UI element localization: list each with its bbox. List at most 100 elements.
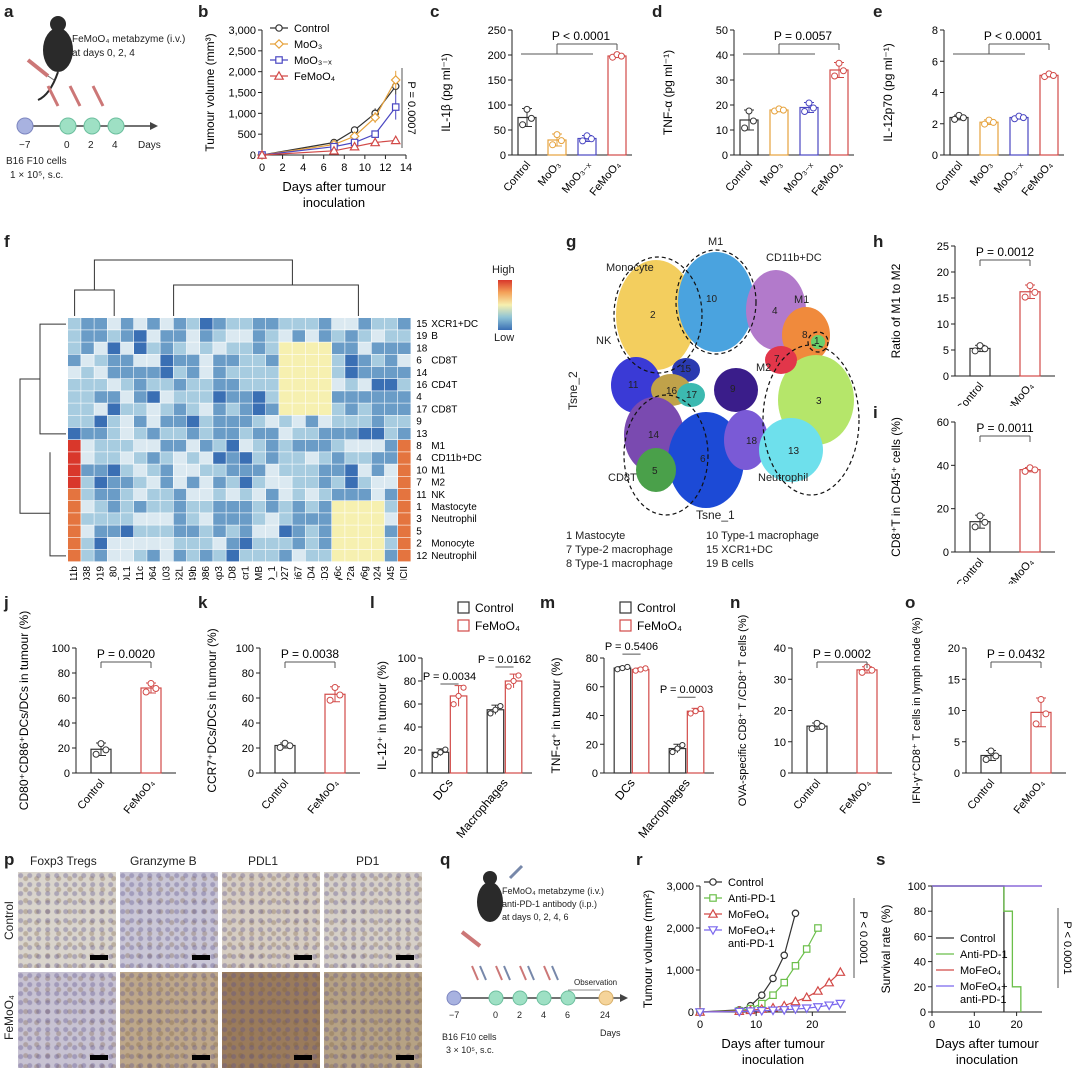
heatmap-cell: [358, 537, 371, 550]
y-tick-label: 50: [494, 125, 506, 137]
data-point: [92, 750, 100, 758]
heatmap-cell: [107, 415, 121, 428]
heatmap-cell: [305, 379, 319, 391]
cluster-number-label: 17: [686, 390, 698, 401]
heatmap-cell: [398, 403, 411, 415]
cluster-number-label: 7: [774, 354, 780, 365]
heatmap-cell: [147, 476, 160, 489]
heatmap-cell: [134, 549, 147, 562]
heatmap-cell: [332, 391, 345, 403]
cluster-number-label: 18: [746, 436, 758, 447]
heatmap-cell: [384, 330, 398, 342]
heatmap-cell: [384, 354, 398, 367]
heatmap-cell: [279, 403, 292, 415]
panel-label-p: p: [4, 850, 15, 869]
heatmap-cell: [305, 488, 319, 501]
heatmap-cell: [239, 501, 253, 513]
heatmap-cell: [292, 330, 305, 342]
row-group-label: NK: [431, 490, 445, 501]
heatmap-cell: [358, 403, 371, 415]
data-point: [256, 149, 268, 159]
heatmap-cell: [147, 525, 160, 537]
data-point: [749, 117, 757, 125]
heatmap-cell: [384, 537, 398, 550]
heatmap-cell: [213, 403, 226, 415]
heatmap-cell: [200, 537, 213, 550]
column-label: PD_1: [267, 566, 278, 580]
heatmap-cell: [318, 501, 332, 513]
heatmap-cell: [200, 379, 213, 391]
cluster-17: [714, 368, 758, 412]
p-value-label: P = 0.0011: [976, 421, 1034, 435]
heatmap-cell: [398, 476, 411, 489]
y-axis-label: IL-12⁺ in tumour (%): [375, 661, 389, 770]
legend-label: MoO₃: [294, 39, 322, 51]
x-tick-label: Control: [259, 777, 291, 812]
heatmap-cell: [371, 403, 385, 415]
x-tick-label: 20: [806, 1019, 818, 1031]
y-tick-label: 2,000: [228, 67, 256, 79]
data-point: [835, 999, 846, 1010]
heatmap-cell: [252, 488, 266, 501]
heatmap-cell: [384, 476, 398, 489]
y-axis-label: CD80⁺CD86⁺DCs/DCs in tumour (%): [17, 611, 31, 810]
heatmap-cell: [292, 488, 305, 501]
heatmap-cell: [252, 513, 266, 525]
heatmap-cell: [94, 464, 107, 476]
x-tick-label: 8: [341, 162, 347, 174]
bar: [686, 710, 705, 774]
heatmap-cell: [332, 427, 345, 440]
legend-label: Control: [728, 877, 763, 889]
heatmap-cell: [358, 501, 371, 513]
y-tick-label: 0: [592, 768, 598, 780]
panel-label-j: j: [4, 593, 9, 612]
heatmap-cell: [134, 513, 147, 525]
data-point: [790, 996, 801, 1006]
days-text: at days 0, 2, 4: [72, 48, 135, 59]
histology-col-label: Foxp3 Tregs: [30, 854, 97, 868]
heatmap-cell: [68, 342, 81, 354]
data-point: [669, 748, 676, 756]
y-tick-label: 20: [58, 743, 70, 755]
heatmap-cell: [81, 549, 94, 562]
heatmap-cell: [173, 391, 187, 403]
legend-marker: [273, 38, 285, 50]
legend-label: FeMoO₄: [294, 71, 336, 83]
legend-label: anti-PD-1: [960, 994, 1006, 1006]
y-tick-label: 60: [586, 682, 598, 694]
syringe-icon: [471, 965, 559, 981]
data-point: [97, 740, 105, 748]
heatmap-cell: [332, 330, 345, 342]
cluster-number-label: 14: [648, 430, 660, 441]
y-tick-label: 250: [488, 25, 506, 37]
heatmap-cell: [266, 354, 279, 367]
heatmap-cell: [305, 476, 319, 489]
heatmap-cell: [200, 513, 213, 525]
heatmap-cell: [358, 513, 371, 525]
column-label: CD11b: [69, 566, 80, 580]
x-axis-label-line: Days after tumour: [282, 179, 386, 194]
heatmap-cell: [81, 330, 94, 342]
heatmap-cell: [318, 440, 332, 452]
column-label: CD62L: [175, 566, 186, 580]
y-tick-label: 20: [586, 739, 598, 751]
heatmap-cell: [226, 549, 239, 562]
heatmap-cell: [266, 379, 279, 391]
data-point: [450, 701, 457, 708]
legend-colorbar: [498, 280, 512, 330]
heatmap-cell: [94, 476, 107, 489]
data-point: [812, 1003, 824, 1013]
data-point: [326, 696, 334, 704]
row-group-label: Neutrophil: [431, 514, 477, 525]
y-tick-label: 20: [948, 643, 960, 655]
heatmap-cell: [173, 415, 187, 428]
heatmap-cell: [318, 391, 332, 403]
x-axis-label-line: inoculation: [956, 1052, 1018, 1067]
heatmap-cell: [318, 452, 332, 464]
y-tick-label: 60: [242, 693, 254, 705]
bar: [799, 106, 819, 156]
heatmap-cell: [239, 415, 253, 428]
bar: [1039, 74, 1059, 156]
x-tick-label: Control: [933, 159, 965, 194]
heatmap-cell: [305, 549, 319, 562]
